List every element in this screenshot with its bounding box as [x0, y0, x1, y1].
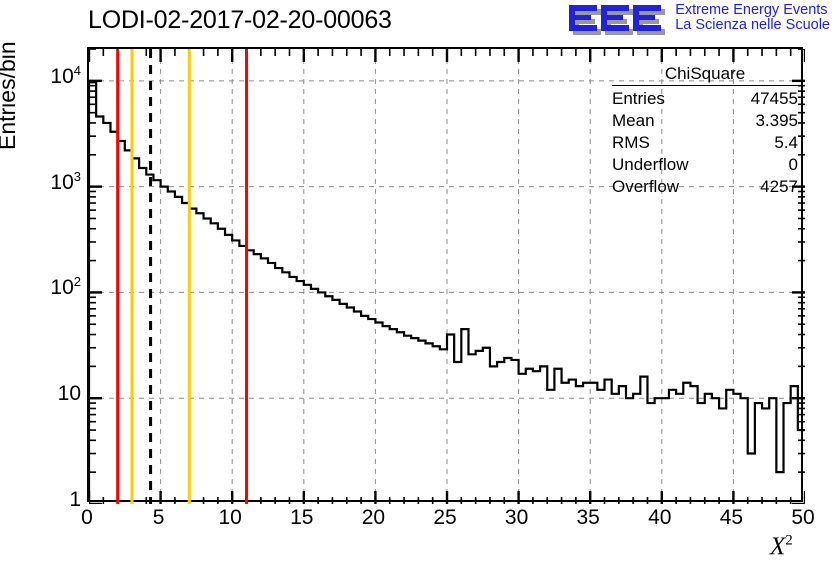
x-tick-label-4: 20 [361, 506, 386, 529]
x-tick-label-6: 30 [504, 506, 529, 529]
statistics-value: 47455 [750, 89, 798, 108]
plot-area [87, 47, 805, 504]
statistics-key: Overflow [612, 177, 680, 197]
statistics-box-title: ChiSquare [664, 64, 746, 83]
histogram-outline [89, 81, 805, 504]
x-tick-label-10: 50 [791, 506, 815, 529]
statistics-value: 3.395 [755, 111, 798, 131]
statistics-row: Underflow 0 [612, 154, 798, 176]
eee-logo: Extreme Energy Events La Scienza nelle S… [565, 2, 830, 40]
statistics-key: Underflow [612, 155, 689, 175]
eee-mark-icon [565, 2, 669, 40]
x-tick-label-9: 45 [719, 506, 744, 529]
statistics-key: Entries [612, 89, 665, 108]
statistics-value: 4257 [760, 177, 798, 197]
y-tick-label-2: 102 [50, 274, 81, 300]
statistics-rows: Entries 47455 Mean 3.395 RMS 5.4 Underflow 0 Ove… [612, 88, 798, 198]
eee-logo-line1: Extreme Energy Events [675, 2, 828, 18]
x-tick-label-5: 25 [433, 506, 457, 529]
y-tick-label-1: 103 [50, 168, 81, 194]
y-tick-label-3: 10 [57, 382, 81, 406]
statistics-box: ChiSquare Entries 47455 Mean 3.395 RMS 5.4 Und… [612, 64, 798, 198]
x-tick-label-7: 35 [576, 506, 600, 529]
statistics-row: RMS 5.4 [612, 132, 798, 154]
y-tick-label-0: 104 [50, 62, 81, 88]
eee-logo-text: Extreme Energy Events La Scienza nelle S… [675, 2, 830, 33]
statistics-key: RMS [612, 133, 650, 153]
x-tick-label-1: 5 [152, 506, 165, 529]
statistics-row: Mean 3.395 [612, 110, 798, 132]
x-axis-title-exponent: 2 [785, 532, 793, 549]
statistics-key: Mean [612, 111, 655, 131]
x-axis-title-base: Χ [770, 533, 786, 560]
statistics-box-divider [612, 85, 798, 86]
histogram-canvas [89, 49, 805, 504]
statistics-value: 5.4 [774, 133, 798, 153]
y-tick-label-4: 1 [69, 488, 81, 511]
marker-lines [116, 49, 249, 504]
eee-logo-line2: La Scienza nelle Scuole [675, 17, 830, 34]
x-tick-label-0: 0 [81, 506, 93, 529]
x-tick-label-2: 10 [218, 506, 242, 529]
x-axis-title: Χ2 [770, 533, 793, 561]
statistics-row: Overflow 4257 [612, 176, 798, 198]
statistics-value: 0 [788, 155, 798, 175]
page-title: LODI-02-2017-02-20-00063 [88, 6, 392, 34]
y-axis-title: Entries/bin [0, 41, 20, 150]
x-tick-label-8: 40 [648, 506, 672, 529]
statistics-row: Entries 47455 [612, 88, 798, 110]
x-tick-label-3: 15 [290, 506, 314, 529]
